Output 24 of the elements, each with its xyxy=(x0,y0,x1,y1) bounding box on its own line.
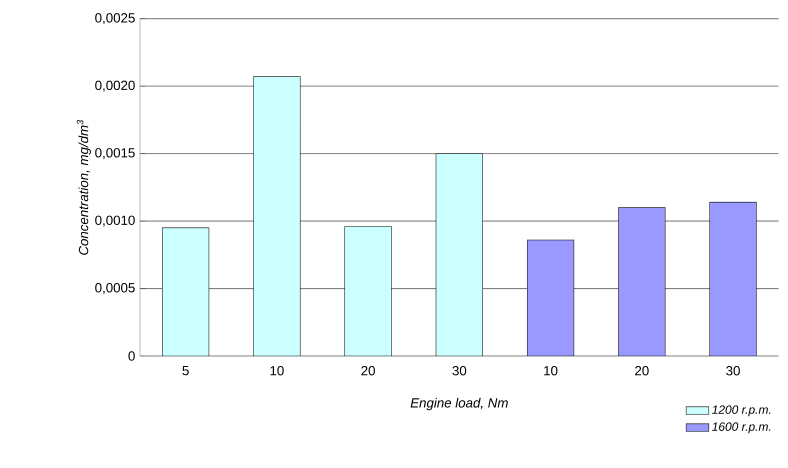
legend-label: 1200 r.p.m. xyxy=(712,405,770,416)
bar xyxy=(253,76,300,356)
bar xyxy=(618,207,666,356)
bar xyxy=(526,240,574,356)
x-axis-title: Engine load, Nm xyxy=(410,398,508,410)
x-tick-label: 10 xyxy=(270,366,284,376)
x-tick-label: 10 xyxy=(544,366,558,376)
y-tick-label: 0,0020 xyxy=(95,80,135,92)
y-tick-label: 0,0010 xyxy=(95,216,135,227)
x-tick-label: 30 xyxy=(726,366,740,376)
x-tick-label: 20 xyxy=(361,366,375,376)
y-tick-label: 0 xyxy=(128,351,135,361)
legend-label: 1600 r.p.m. xyxy=(712,422,770,434)
x-tick-label: 5 xyxy=(182,366,189,376)
y-tick-label: 0,0005 xyxy=(95,283,135,294)
x-tick-label: 30 xyxy=(452,366,466,376)
x-tick-label: 20 xyxy=(635,366,649,376)
y-tick-label: 0,0025 xyxy=(95,13,135,24)
y-tick-label: 0,0015 xyxy=(95,148,135,160)
bar xyxy=(436,153,483,356)
bar xyxy=(344,226,392,356)
bar xyxy=(162,228,210,356)
bar xyxy=(709,202,757,356)
y-axis-title: Concentration, mg/dm$^{3}$ xyxy=(76,120,91,255)
